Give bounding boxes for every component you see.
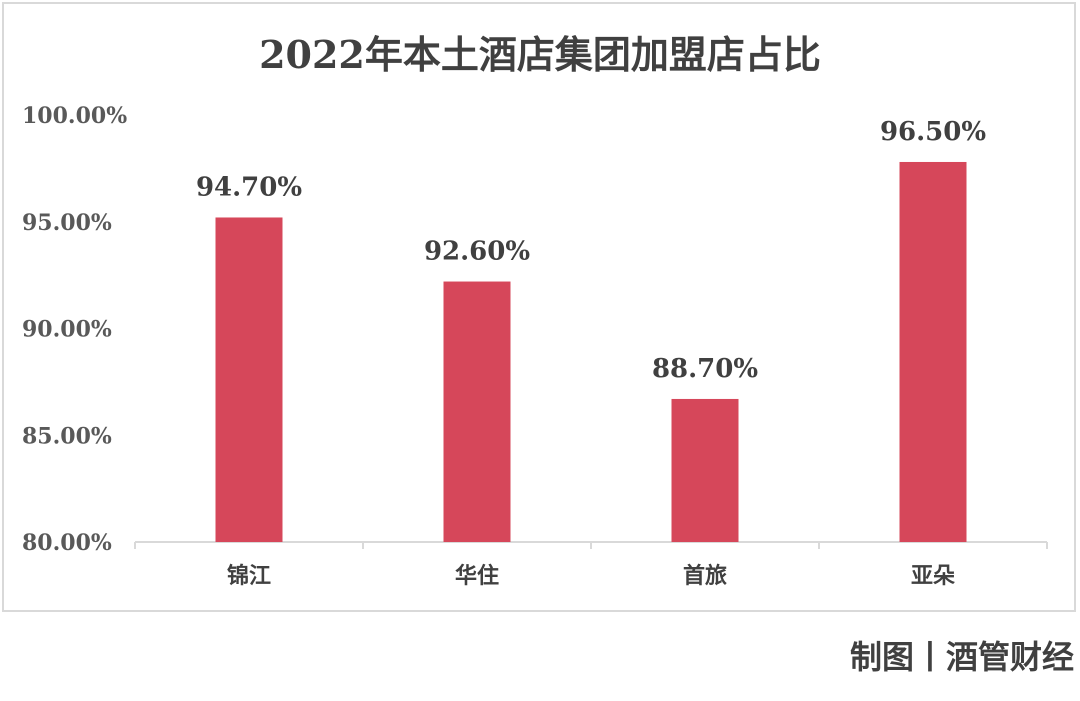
data-label: 92.60% bbox=[424, 237, 530, 267]
y-tick-label: 90.00% bbox=[22, 317, 112, 343]
category-label: 首旅 bbox=[683, 563, 727, 589]
bar-chart: 80.00% 85.00% 90.00% 95.00% 100.00% 94.70% 锦江 9… bbox=[22, 103, 1048, 589]
data-label: 94.70% bbox=[196, 172, 302, 202]
chart-title: 2022年本土酒店集团加盟店占比 bbox=[259, 32, 821, 77]
chart-frame bbox=[2, 2, 1076, 612]
bar bbox=[899, 161, 967, 542]
credit-text: 制图丨酒管财经 bbox=[849, 638, 1074, 676]
data-label: 96.50% bbox=[880, 117, 986, 147]
bar bbox=[443, 281, 511, 542]
data-label: 88.70% bbox=[652, 354, 758, 384]
y-tick-label: 100.00% bbox=[22, 103, 127, 129]
bar bbox=[671, 398, 739, 542]
y-tick-label: 85.00% bbox=[22, 423, 112, 449]
y-tick-label: 80.00% bbox=[22, 530, 112, 556]
category-label: 锦江 bbox=[227, 563, 271, 589]
y-tick-label: 95.00% bbox=[22, 210, 112, 236]
category-label: 华住 bbox=[455, 563, 499, 589]
bar bbox=[215, 217, 283, 543]
category-label: 亚朵 bbox=[911, 564, 955, 589]
